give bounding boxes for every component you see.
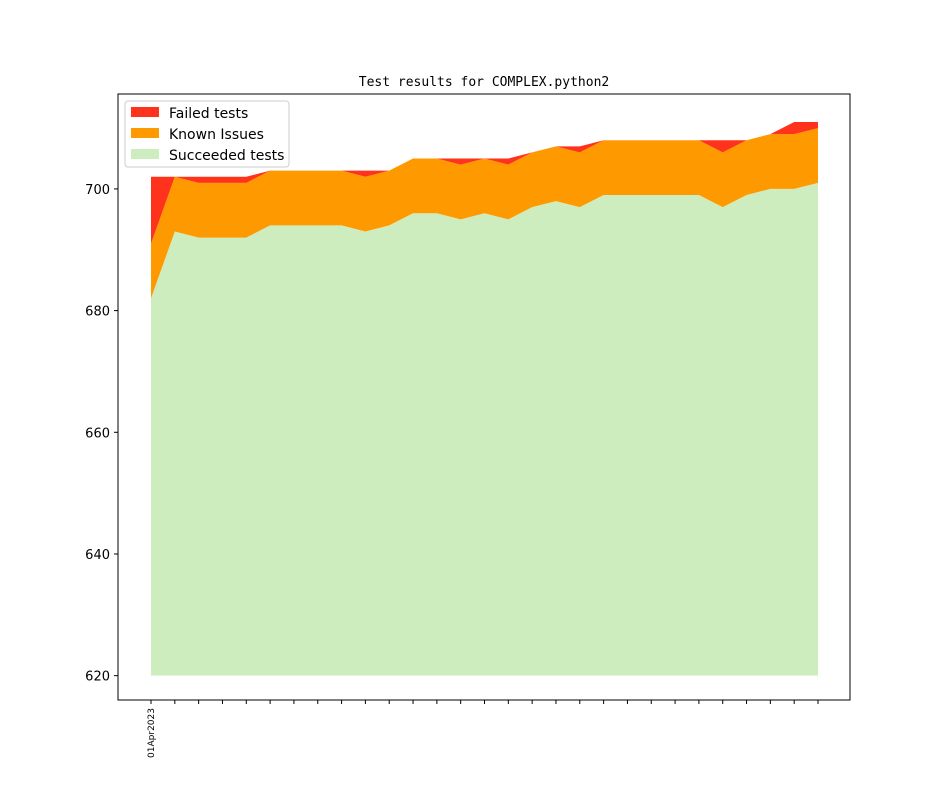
y-tick-label: 660: [85, 426, 110, 441]
x-tick-label: 01Apr2023: [147, 708, 157, 758]
legend-swatch-failed: [131, 107, 159, 117]
area-succeeded: [151, 182, 818, 676]
y-tick-label: 640: [85, 548, 110, 563]
chart-title: Test results for COMPLEX.python2: [359, 75, 609, 90]
legend-box: [124, 100, 290, 168]
y-tick-label: 700: [85, 183, 110, 198]
legend: Failed tests Known Issues Succeeded test…: [124, 100, 290, 168]
y-tick-label: 620: [85, 670, 110, 685]
legend-swatch-known: [131, 128, 159, 138]
legend-label-failed: Failed tests: [169, 106, 248, 122]
legend-swatch-succeeded: [131, 149, 159, 159]
area-known-issues: [151, 128, 818, 299]
y-tick-label: 680: [85, 305, 110, 320]
legend-label-known: Known Issues: [169, 127, 264, 143]
legend-label-succeeded: Succeeded tests: [169, 148, 284, 164]
